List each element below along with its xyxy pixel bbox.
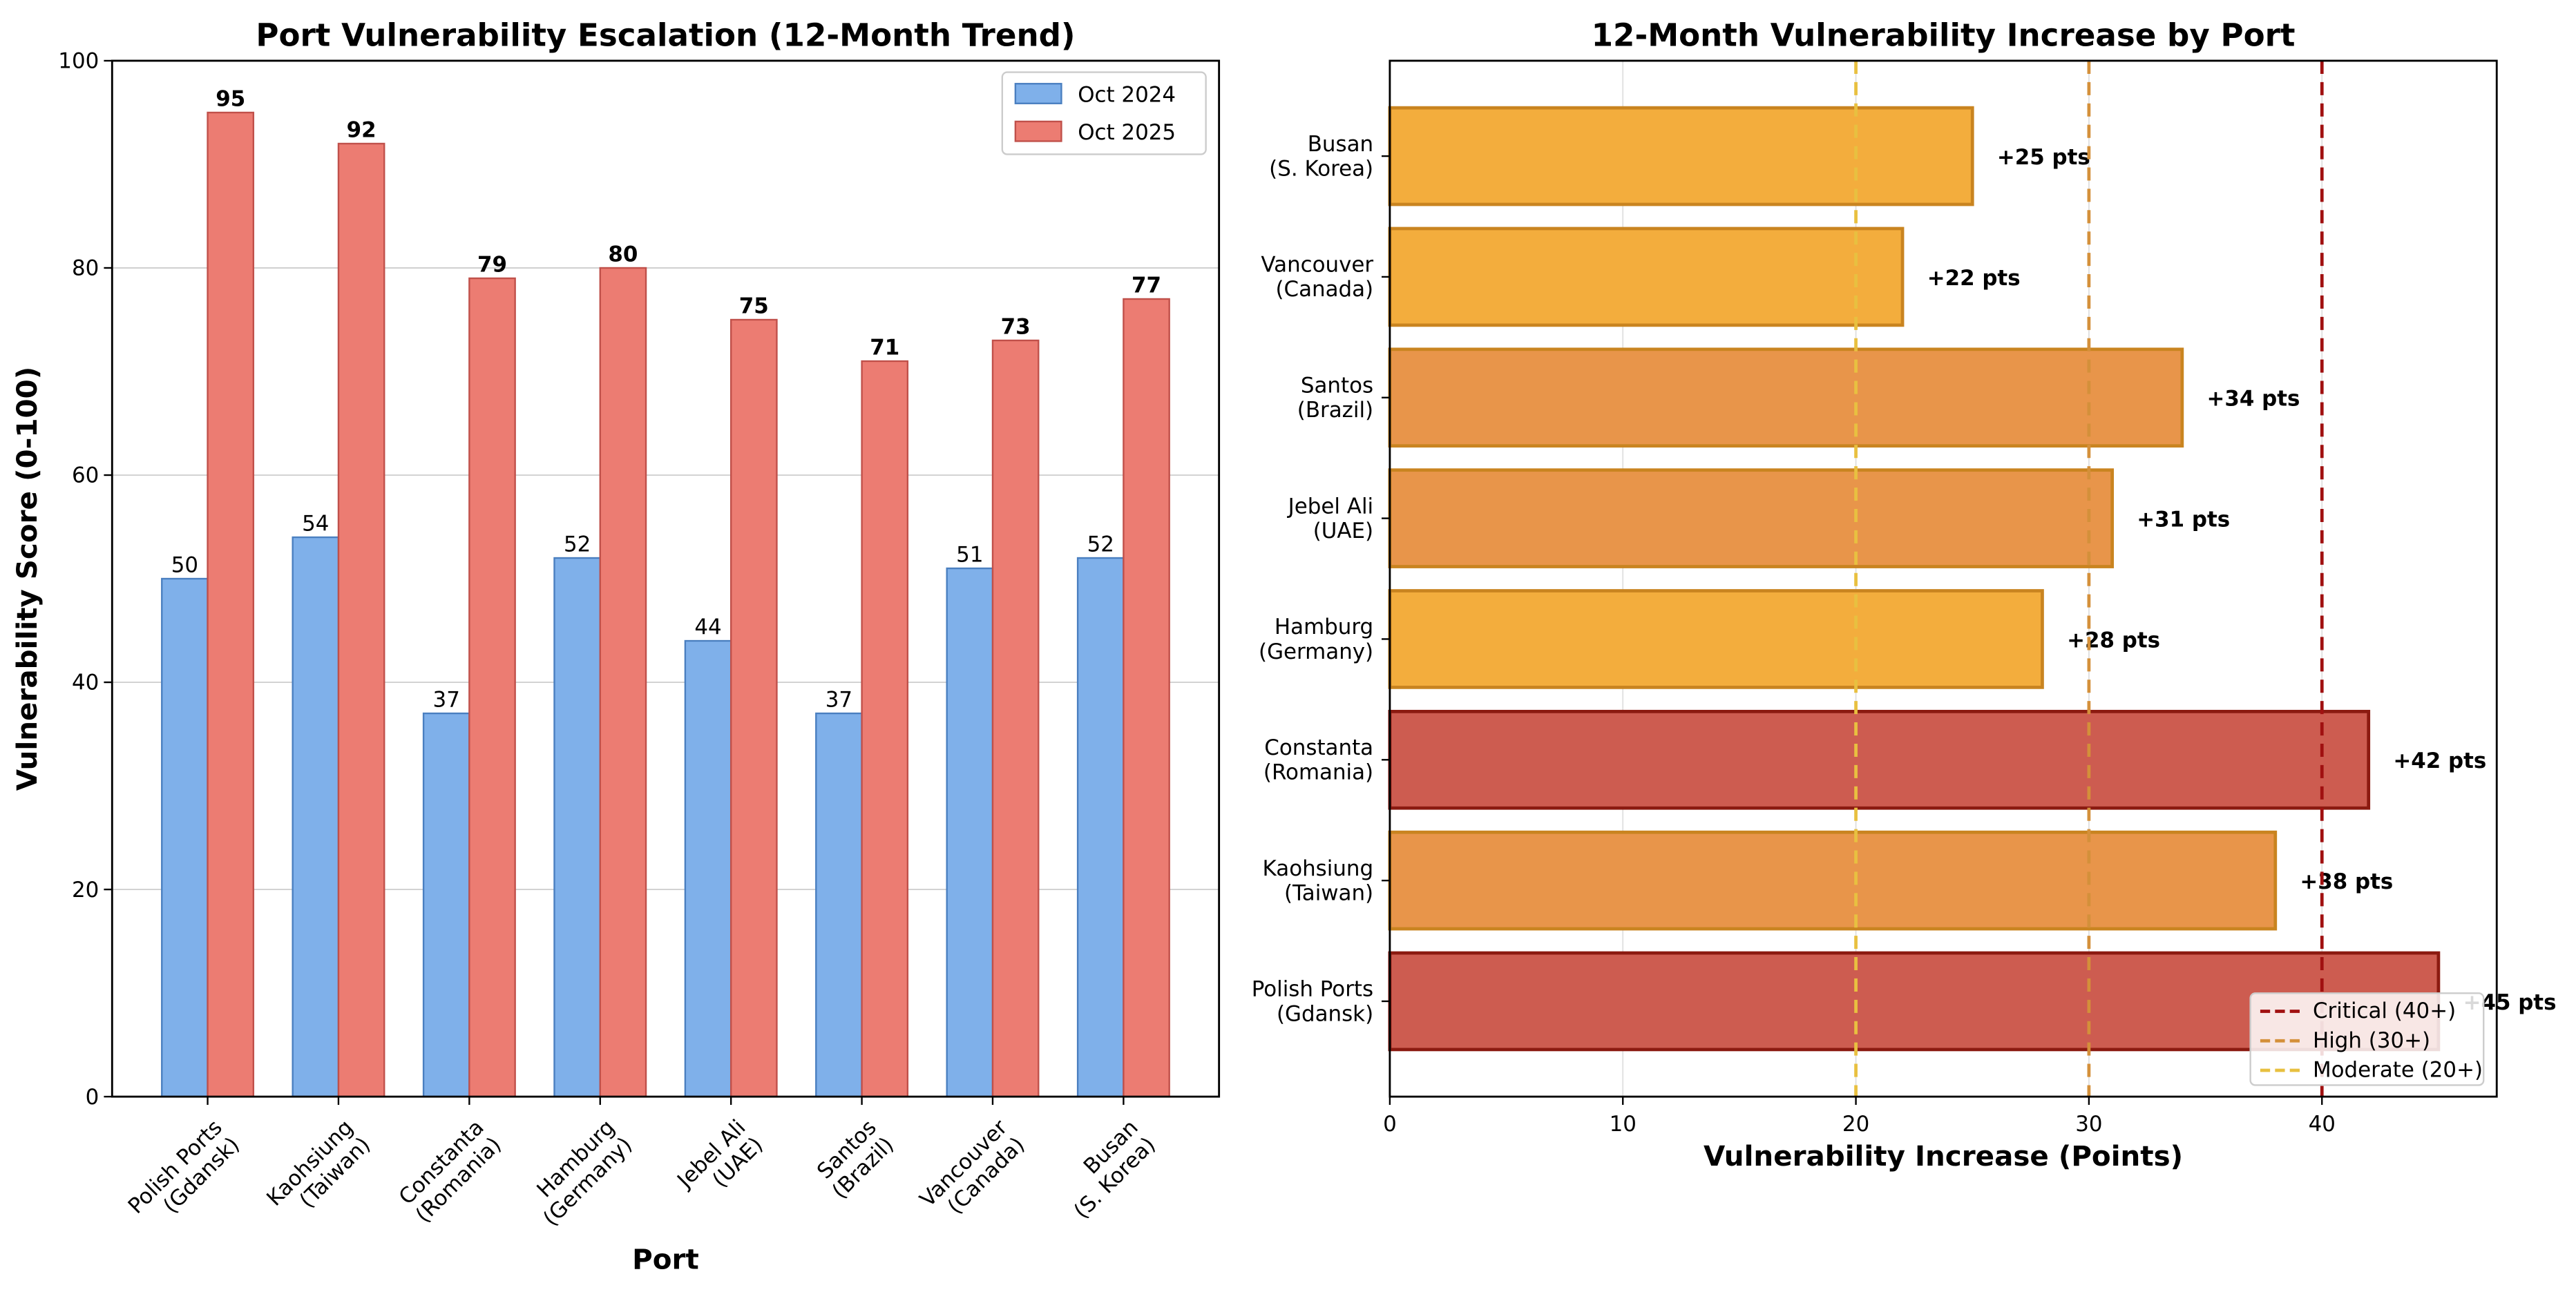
y-tick-label: Constanta (Romania) [1263, 735, 1373, 785]
bar [337, 142, 385, 1098]
x-tick-label: Jebel Ali(UAE) [671, 1115, 767, 1211]
y-tick-label: Jebel Ali (UAE) [1287, 494, 1373, 543]
y-tick-label: 20 [72, 878, 99, 903]
y-tick-label: Polish Ports (Gdansk) [1252, 977, 1373, 1027]
plot-frame [1389, 59, 2498, 1098]
legend-box [2249, 992, 2485, 1086]
bar [1076, 557, 1125, 1098]
y-tick-label: 0 [86, 1085, 99, 1110]
value-label: 50 [171, 553, 198, 578]
x-tick-label: Santos(Brazil) [810, 1115, 899, 1204]
bar [1388, 468, 2115, 568]
bar [1388, 347, 2184, 448]
y-axis-label: Vulnerability Score (0-100) [10, 367, 44, 791]
x-axis-label: Port [632, 1243, 699, 1276]
value-label: +22 pts [1927, 266, 2021, 291]
legend-label: Critical (40+) [2313, 999, 2456, 1023]
x-tick-label: Constanta(Romania) [394, 1115, 506, 1228]
value-label: +28 pts [2067, 628, 2160, 653]
x-tick-label: Kaohsiung(Taiwan) [262, 1115, 375, 1228]
x-tick-label: Vancouver(Canada) [915, 1115, 1030, 1229]
plot-frame [111, 59, 1221, 1098]
x-tick-label: Busan(S. Korea) [1051, 1115, 1160, 1224]
value-label: +31 pts [2137, 507, 2230, 532]
legend-swatch [1014, 120, 1062, 142]
value-label: 44 [694, 615, 721, 640]
bar [1388, 589, 2044, 689]
bar [991, 339, 1040, 1098]
legend-label: High (30+) [2313, 1028, 2430, 1053]
x-tick-label: Hamburg(Germany) [521, 1115, 637, 1231]
bar [1388, 830, 2278, 931]
legend-label: Oct 2024 [1078, 82, 1176, 107]
y-tick-label: 60 [72, 463, 99, 488]
value-label: 54 [302, 512, 329, 537]
y-tick-label: 80 [72, 256, 99, 281]
value-label: 80 [608, 242, 638, 267]
value-label: 52 [1087, 532, 1114, 557]
bar [1388, 226, 1905, 327]
bar [729, 318, 778, 1098]
x-tick-label: 20 [1842, 1112, 1869, 1137]
x-tick-label: 0 [1383, 1112, 1397, 1137]
y-tick-label: Kaohsiung (Taiwan) [1263, 856, 1374, 906]
bar [422, 712, 470, 1098]
x-axis-label: Vulnerability Increase (Points) [1704, 1139, 2183, 1173]
x-tick-label: Polish Ports(Gdansk) [124, 1115, 245, 1236]
bar [946, 567, 994, 1098]
y-tick-label: Busan (S. Korea) [1269, 132, 1373, 182]
value-label: 95 [216, 86, 245, 111]
value-label: 71 [870, 335, 899, 360]
bar [468, 277, 516, 1098]
y-tick-label: Vancouver (Canada) [1261, 253, 1373, 302]
bar [684, 639, 732, 1098]
bar [861, 360, 909, 1098]
bar [292, 536, 340, 1098]
y-tick-label: Santos (Brazil) [1297, 374, 1373, 423]
value-label: 73 [1001, 314, 1031, 339]
bar [1123, 298, 1170, 1098]
value-label: +25 pts [1997, 145, 2090, 170]
y-tick-label: 40 [72, 671, 99, 695]
legend-label: Oct 2025 [1078, 120, 1176, 145]
bar [553, 557, 601, 1098]
legend-label: Moderate (20+) [2313, 1058, 2483, 1083]
value-label: 92 [347, 117, 376, 142]
value-label: 75 [739, 293, 769, 318]
x-tick-label: 40 [2309, 1112, 2336, 1137]
y-tick-label: Hamburg (Germany) [1259, 615, 1373, 664]
bar [815, 712, 863, 1098]
y-tick-label: 100 [58, 49, 99, 74]
value-label: 51 [956, 543, 983, 568]
chart-title: Port Vulnerability Escalation (12-Month … [256, 17, 1075, 54]
value-label: +42 pts [2393, 749, 2486, 773]
bar [161, 577, 209, 1098]
bar [599, 267, 647, 1098]
bar [1388, 709, 2371, 810]
x-tick-label: 30 [2075, 1112, 2102, 1137]
value-label: 37 [433, 688, 460, 713]
value-label: +38 pts [2300, 869, 2393, 894]
bar [1388, 106, 1974, 206]
value-label: 37 [826, 688, 852, 713]
value-label: 52 [564, 532, 591, 557]
bar [207, 111, 255, 1098]
value-label: +34 pts [2207, 387, 2300, 412]
legend-swatch [1014, 83, 1062, 104]
x-tick-label: 10 [1610, 1112, 1637, 1137]
value-label: 77 [1132, 273, 1161, 298]
chart-title: 12-Month Vulnerability Increase by Port [1592, 17, 2296, 54]
value-label: 79 [477, 252, 507, 277]
